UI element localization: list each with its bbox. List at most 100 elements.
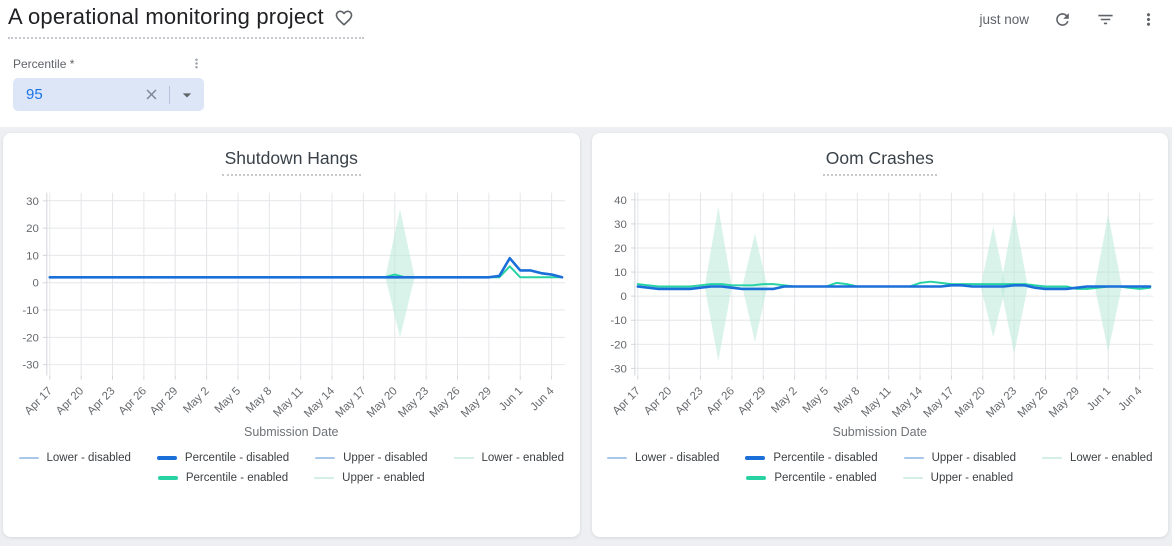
chart-legend: Lower - disabled Percentile - disabled Upp… [18, 452, 564, 484]
chart-card-oom-crashes: Oom Crashes 40 30 20 10 0 -10 -20 -30 Apr 17 Apr … [591, 133, 1168, 537]
legend-item-lower-enabled[interactable]: Lower - enabled [1042, 452, 1152, 464]
dashboard-body: Shutdown Hangs 30 20 10 0 -10 -20 -30 Apr 17 Apr… [0, 127, 1172, 546]
legend-row: Lower - disabled Percentile - disabled Upp… [607, 452, 1152, 464]
legend-label: Upper - enabled [342, 472, 425, 484]
title-row: A operational monitoring project just no… [8, 4, 1158, 39]
legend-swatch [156, 456, 177, 460]
x-tick-label: May 17 [922, 385, 957, 420]
x-tick-label: May 29 [459, 385, 494, 420]
legend-item-upper-disabled[interactable]: Upper - disabled [903, 452, 1016, 464]
x-tick-label: May 8 [244, 385, 274, 415]
legend-item-lower-disabled[interactable]: Lower - disabled [18, 452, 131, 464]
x-tick-label: Apr 20 [642, 385, 674, 417]
legend-row: Lower - disabled Percentile - disabled Upp… [18, 452, 564, 464]
legend-swatch [607, 457, 628, 459]
kebab-menu-icon[interactable] [1139, 10, 1158, 29]
x-tick-label: May 29 [1047, 385, 1082, 420]
legend-swatch [902, 477, 923, 479]
y-tick-label: -20 [22, 332, 39, 344]
legend-label: Percentile - disabled [184, 452, 290, 464]
x-tick-label: May 17 [333, 385, 368, 420]
legend-label: Lower - enabled [1070, 452, 1153, 464]
legend-swatch [745, 456, 766, 460]
percentile-filter: Percentile * 95 [13, 56, 204, 111]
y-tick-label: 0 [621, 291, 627, 303]
legend-swatch [746, 476, 767, 480]
legend-label: Lower - enabled [481, 452, 564, 464]
legend-label: Lower - disabled [635, 452, 720, 464]
x-tick-label: Jun 1 [1085, 385, 1113, 413]
legend-item-percentile-enabled[interactable]: Percentile - enabled [157, 472, 289, 484]
x-tick-label: May 23 [396, 385, 431, 420]
x-tick-label: May 5 [801, 385, 831, 415]
x-tick-label: Apr 26 [116, 385, 148, 417]
x-axis-title: Submission Date [832, 425, 928, 439]
legend-label: Percentile - disabled [773, 452, 878, 464]
legend-item-percentile-disabled[interactable]: Percentile - disabled [156, 452, 290, 464]
legend-item-percentile-enabled[interactable]: Percentile - enabled [746, 472, 877, 484]
confidence-band [385, 208, 415, 338]
x-tick-label: May 23 [985, 385, 1020, 420]
confidence-band [1094, 214, 1123, 352]
favorite-heart-icon[interactable] [334, 8, 354, 28]
y-tick-label: 10 [26, 250, 39, 262]
x-tick-label: Apr 29 [148, 385, 180, 417]
legend-swatch [18, 457, 39, 459]
x-tick-label: May 5 [212, 385, 242, 415]
legend-swatch [453, 457, 474, 459]
legend-item-percentile-disabled[interactable]: Percentile - disabled [745, 452, 878, 464]
clear-x-icon[interactable] [143, 86, 160, 103]
x-tick-label: Apr 17 [22, 385, 54, 417]
y-tick-label: 20 [614, 243, 627, 255]
legend-item-upper-disabled[interactable]: Upper - disabled [315, 452, 428, 464]
filter-icon[interactable] [1096, 10, 1115, 29]
shutdown-hangs-chart[interactable]: 30 20 10 0 -10 -20 -30 Apr 17 Apr 20 Apr 23 Apr 26… [12, 184, 571, 424]
y-tick-label: -30 [611, 363, 628, 375]
x-tick-label: May 20 [365, 385, 400, 420]
series-line-percentile-disabled [636, 284, 1152, 291]
legend-label: Percentile - enabled [185, 472, 289, 484]
legend-label: Upper - enabled [930, 472, 1014, 484]
legend-swatch [1042, 457, 1062, 459]
filter-kebab-menu-icon[interactable] [189, 56, 204, 71]
y-tick-label: 10 [614, 267, 627, 279]
dropdown-caret-icon[interactable] [177, 85, 197, 105]
chart-title: Oom Crashes [822, 148, 937, 176]
x-tick-label: May 14 [890, 385, 925, 420]
legend-row: Percentile - enabled Upper - enabled [157, 472, 425, 484]
legend-item-upper-enabled[interactable]: Upper - enabled [314, 472, 425, 484]
confidence-band [1000, 211, 1028, 354]
x-tick-label: Apr 23 [85, 385, 117, 417]
series-line-percentile-enabled [48, 265, 563, 279]
series-line-percentile-disabled [48, 256, 564, 279]
x-tick-label: May 11 [271, 385, 305, 419]
filter-label: Percentile * [13, 56, 75, 71]
x-tick-label: May 2 [769, 385, 799, 415]
legend-swatch [903, 457, 924, 459]
legend-item-lower-disabled[interactable]: Lower - disabled [607, 452, 719, 464]
legend-item-lower-enabled[interactable]: Lower - enabled [453, 452, 564, 464]
y-tick-label: 30 [614, 219, 627, 231]
legend-item-upper-enabled[interactable]: Upper - enabled [902, 472, 1014, 484]
refresh-icon[interactable] [1053, 10, 1072, 29]
page-title: A operational monitoring project [8, 4, 324, 29]
x-tick-label: May 11 [860, 385, 894, 419]
chart-card-shutdown-hangs: Shutdown Hangs 30 20 10 0 -10 -20 -30 Apr 17 Apr… [3, 133, 580, 537]
x-tick-label: May 26 [1016, 385, 1051, 420]
y-tick-label: 20 [26, 223, 39, 235]
y-tick-label: -20 [611, 339, 628, 351]
legend-row: Percentile - enabled Upper - enabled [746, 472, 1013, 484]
x-tick-label: Apr 26 [705, 385, 737, 417]
y-tick-label: 0 [32, 278, 38, 290]
x-tick-label: Jun 4 [1117, 385, 1146, 414]
legend-swatch [314, 477, 335, 479]
x-tick-label: Apr 20 [54, 385, 86, 417]
x-tick-label: May 14 [302, 385, 337, 420]
x-tick-label: Apr 29 [736, 385, 768, 417]
x-tick-label: May 26 [427, 385, 462, 420]
legend-label: Upper - disabled [931, 452, 1016, 464]
percentile-input[interactable]: 95 [13, 78, 204, 111]
x-tick-label: May 2 [181, 385, 211, 415]
y-tick-label: -10 [611, 315, 628, 327]
